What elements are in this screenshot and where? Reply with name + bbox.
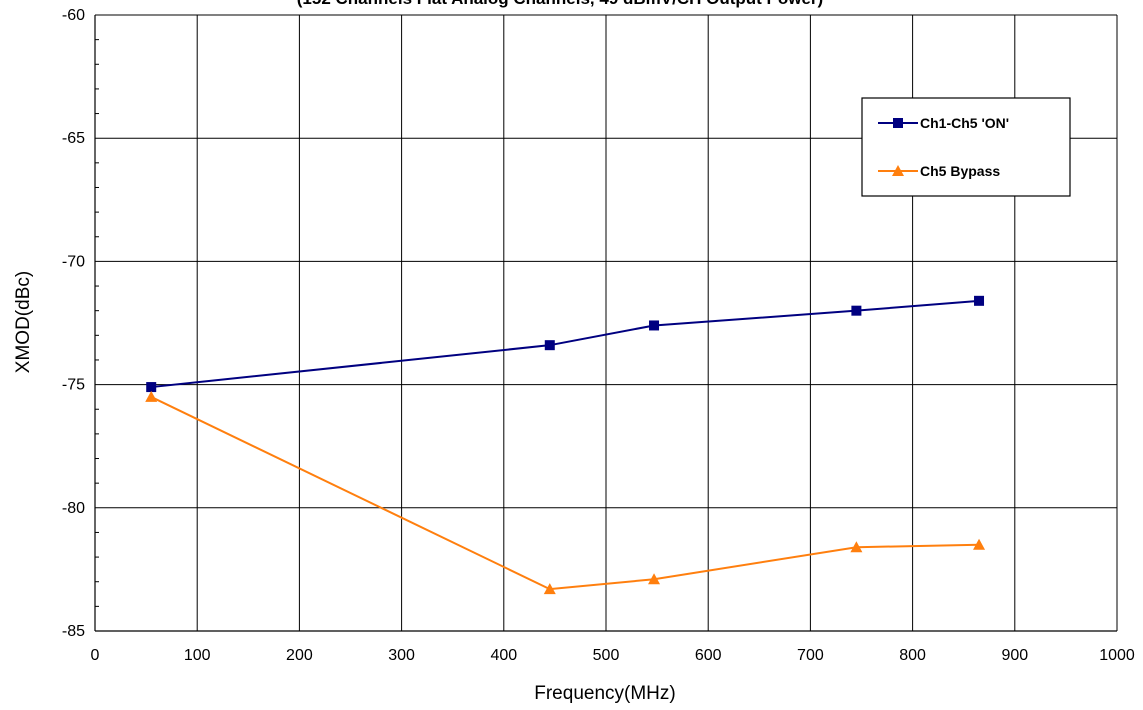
y-tick-label: -85 bbox=[62, 623, 85, 640]
data-point bbox=[145, 390, 158, 402]
legend-box bbox=[861, 97, 1071, 197]
x-tick-label: 1000 bbox=[1099, 647, 1135, 664]
data-point bbox=[974, 295, 985, 306]
chart-title: (152 Channels Flat Analog Channels, 49 d… bbox=[297, 0, 823, 8]
x-tick-label: 100 bbox=[184, 647, 211, 664]
x-tick-label: 200 bbox=[286, 647, 313, 664]
y-tick-label: -75 bbox=[62, 377, 85, 394]
data-point bbox=[543, 583, 556, 595]
x-tick-label: 300 bbox=[388, 647, 415, 664]
y-axis-title: XMOD(dBc) bbox=[13, 271, 34, 373]
data-point bbox=[851, 305, 862, 316]
x-tick-label: 700 bbox=[797, 647, 824, 664]
y-tick-label: -80 bbox=[62, 500, 85, 517]
plot-frame bbox=[94, 14, 1118, 632]
x-tick-label: 600 bbox=[695, 647, 722, 664]
legend-label: Ch5 Bypass bbox=[920, 163, 1000, 179]
series-1 bbox=[146, 295, 985, 393]
y-tick-label: -70 bbox=[62, 253, 85, 270]
data-point bbox=[973, 538, 986, 550]
x-tick-label: 0 bbox=[91, 647, 100, 664]
data-point bbox=[146, 382, 157, 393]
x-tick-label: 500 bbox=[593, 647, 620, 664]
y-tick-label: -60 bbox=[62, 7, 85, 24]
x-tick-label: 800 bbox=[899, 647, 926, 664]
series-2 bbox=[145, 390, 986, 595]
legend-label: Ch1-Ch5 'ON' bbox=[920, 115, 1009, 131]
x-axis-title: Frequency(MHz) bbox=[534, 683, 675, 704]
data-point bbox=[544, 340, 555, 351]
tick-labels: 0 100 200 300 400 500 600 700 800 900 1000 -60 -65 -7… bbox=[62, 7, 1135, 664]
x-tick-label: 400 bbox=[490, 647, 517, 664]
y-tick-label: -65 bbox=[62, 130, 85, 147]
data-point bbox=[649, 320, 660, 331]
legend: Ch1-Ch5 'ON' Ch5 Bypass bbox=[861, 97, 1071, 197]
legend-entry: Ch5 Bypass bbox=[878, 163, 1000, 179]
legend-marker bbox=[893, 118, 903, 128]
legend-entry: Ch1-Ch5 'ON' bbox=[878, 115, 1009, 131]
data-point bbox=[850, 541, 863, 553]
series-layer bbox=[145, 295, 986, 595]
x-tick-label: 900 bbox=[1001, 647, 1028, 664]
legend-marker bbox=[892, 165, 904, 176]
data-point bbox=[648, 573, 661, 585]
